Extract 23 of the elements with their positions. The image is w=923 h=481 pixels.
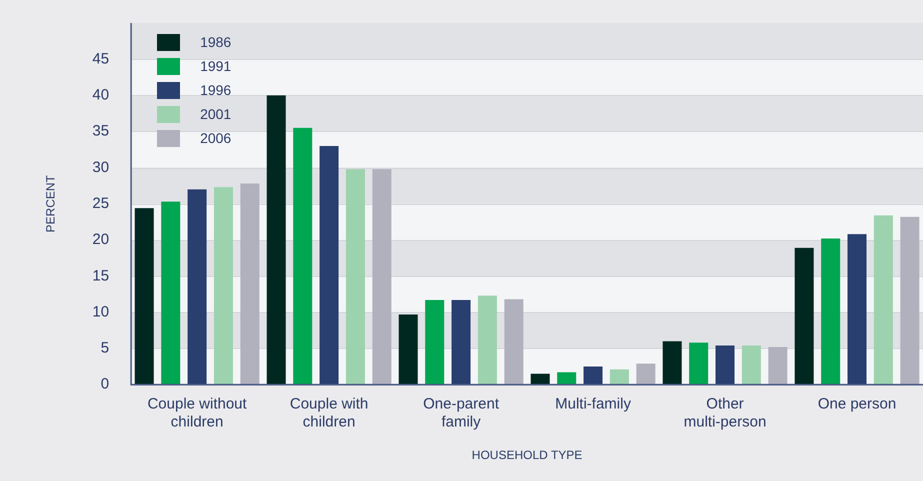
x-tick-label: One-parent family — [423, 396, 500, 431]
legend-label: 1986 — [200, 34, 232, 50]
x-tick-label: Multi-family — [555, 396, 632, 413]
x-axis-title: HOUSEHOLD TYPE — [472, 448, 582, 462]
y-tick-label: 10 — [92, 303, 110, 320]
y-tick-label: 30 — [92, 158, 110, 176]
x-tick-label: Couple without children — [147, 396, 248, 431]
y-tick-label: 5 — [100, 340, 110, 357]
legend-label: 1996 — [200, 82, 232, 98]
y-tick-label: 25 — [92, 194, 110, 212]
y-tick-label: 20 — [92, 231, 110, 248]
x-tick-label: Couple with children — [290, 396, 368, 431]
y-tick-label: 35 — [92, 122, 110, 140]
x-tick-label: Other multi-person — [684, 396, 766, 431]
y-tick-label: 40 — [92, 86, 110, 104]
y-tick-label: 0 — [100, 376, 110, 393]
y-tick-label: 45 — [92, 50, 110, 68]
legend-label: 2006 — [200, 130, 232, 146]
legend-label: 2001 — [200, 106, 232, 122]
x-tick-label: One person — [818, 396, 896, 413]
legend-label: 1991 — [200, 58, 232, 74]
y-axis-title: PERCENT — [44, 174, 58, 232]
y-tick-label: 15 — [92, 267, 110, 284]
